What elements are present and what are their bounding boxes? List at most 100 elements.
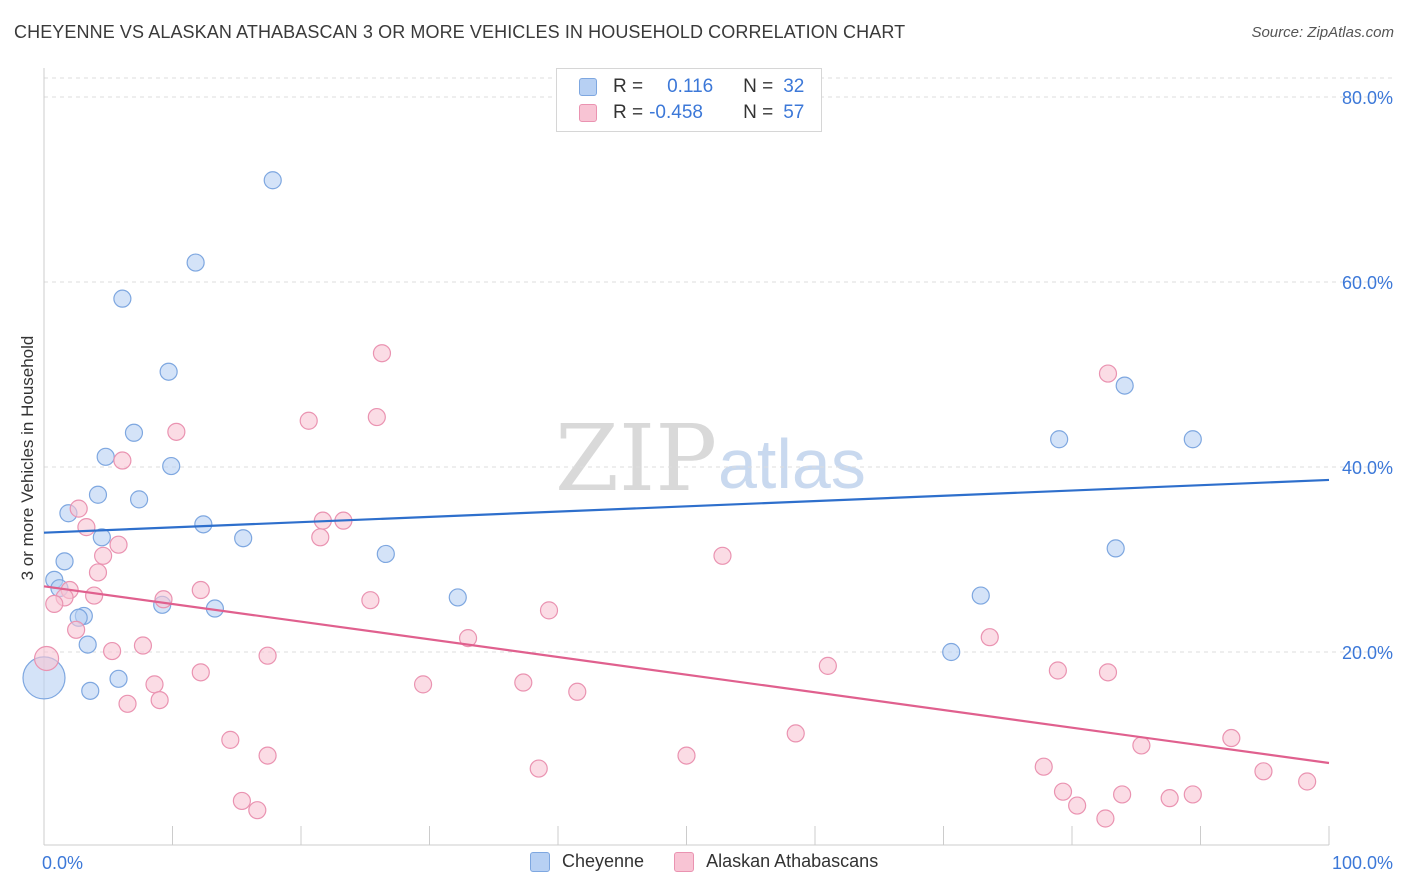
athabascan-point <box>1098 663 1118 682</box>
r-label: R = <box>613 102 644 123</box>
cheyenne-point <box>186 253 205 272</box>
athabascan-point <box>1160 789 1179 808</box>
athabascan-point <box>1096 809 1115 828</box>
cheyenne-point <box>159 362 178 381</box>
athabascan-point <box>154 590 173 609</box>
athabascan-trend-line <box>43 585 1330 765</box>
athabascan-point <box>1048 661 1067 680</box>
athabascan-point <box>1113 785 1132 804</box>
athabascan-point <box>103 641 122 661</box>
cheyenne-point <box>55 552 74 571</box>
stats-row-athabascan: R = -0.458 N = 57 <box>579 100 804 126</box>
x-tick-label: 0.0% <box>42 853 83 873</box>
cheyenne-trend-line <box>43 478 1330 534</box>
athabascan-point <box>1132 736 1151 755</box>
legend-label: Alaskan Athabascans <box>706 851 879 871</box>
series-legend: Cheyenne Alaskan Athabascans <box>530 851 908 872</box>
cheyenne-point <box>88 485 108 504</box>
y-tick-label: 20.0% <box>1342 643 1393 663</box>
cheyenne-point <box>81 681 100 700</box>
athabascan-point <box>113 451 132 470</box>
athabascan-point <box>191 663 210 682</box>
cheyenne-point <box>92 528 111 547</box>
cheyenne-point <box>1183 430 1202 449</box>
athabascan-point <box>568 682 587 701</box>
athabascan-point <box>258 646 277 665</box>
athabascan-point <box>94 546 113 565</box>
athabascan-point <box>1053 782 1073 801</box>
cheyenne-point <box>263 171 282 190</box>
athabascan-point <box>367 407 386 427</box>
cheyenne-point <box>96 447 115 466</box>
axes <box>43 68 1330 846</box>
athabascan-point <box>1068 796 1087 815</box>
athabascan-point <box>258 746 277 765</box>
athabascan-point <box>33 645 60 672</box>
y-axis-label: 3 or more Vehicles in Household <box>18 335 37 581</box>
r-label: R = <box>613 76 644 97</box>
athabascan-point <box>45 594 64 614</box>
cheyenne-swatch <box>579 78 597 96</box>
athabascan-point <box>514 673 533 692</box>
athabascan-point <box>539 601 559 620</box>
legend-item-athabascan[interactable]: Alaskan Athabascans <box>674 851 878 872</box>
cheyenne-point <box>1106 539 1125 558</box>
r-value: 0.116 <box>667 76 714 97</box>
athabascan-point <box>361 591 380 610</box>
athabascan-point <box>167 422 186 441</box>
cheyenne-swatch <box>530 851 550 872</box>
cheyenne-point <box>234 529 253 548</box>
cheyenne-point <box>194 515 213 534</box>
athabascan-point <box>818 656 837 675</box>
source-label: Source: ZipAtlas.com <box>1251 24 1394 41</box>
cheyenne-point <box>1115 376 1134 395</box>
athabascan-point <box>1298 772 1317 791</box>
n-label: N = <box>743 102 774 123</box>
stats-row-cheyenne: R = 0.116 N = 32 <box>579 74 804 100</box>
cheyenne-point <box>162 456 181 476</box>
legend-label: Cheyenne <box>562 851 645 871</box>
athabascan-point <box>413 675 433 694</box>
athabascan-point <box>150 690 169 710</box>
cheyenne-point <box>971 586 990 605</box>
athabascan-point <box>248 801 267 820</box>
athabascan-point <box>980 628 999 647</box>
cheyenne-point <box>113 289 132 308</box>
athabascan-point <box>145 675 164 694</box>
n-value: 32 <box>783 76 805 97</box>
athabascan-point <box>1098 364 1118 383</box>
legend-item-cheyenne[interactable]: Cheyenne <box>530 851 644 872</box>
athabascan-point <box>69 499 88 518</box>
cheyenne-point <box>1050 430 1069 449</box>
y-tick-label: 80.0% <box>1342 88 1393 108</box>
y-tick-label: 60.0% <box>1342 273 1393 293</box>
watermark-atlas: atlas <box>718 425 866 503</box>
athabascan-point <box>529 759 548 778</box>
athabascan-point <box>85 586 104 605</box>
watermark-zip: ZIP <box>555 405 717 512</box>
athabascan-point <box>221 730 240 749</box>
athabascan-point <box>1183 785 1202 804</box>
athabascan-point <box>232 791 251 811</box>
athabascan-point <box>118 694 137 713</box>
cheyenne-point <box>129 490 149 509</box>
athabascan-point <box>109 535 128 554</box>
athabascan-swatch <box>674 851 695 872</box>
n-value: 57 <box>783 102 805 123</box>
athabascan-point <box>67 620 86 639</box>
athabascan-point <box>133 636 153 655</box>
cheyenne-point <box>376 544 395 564</box>
x-tick-label: 100.0% <box>1332 853 1393 873</box>
athabascan-point <box>88 563 108 582</box>
cheyenne-point <box>124 423 144 442</box>
cheyenne-point <box>109 669 128 688</box>
athabascan-point <box>191 580 210 600</box>
athabascan-point <box>1254 762 1273 781</box>
cheyenne-point <box>942 642 961 662</box>
athabascan-swatch <box>579 104 597 122</box>
athabascan-point <box>1222 728 1241 748</box>
athabascan-point <box>677 746 696 765</box>
athabascan-point <box>372 344 392 363</box>
trend-lines <box>43 478 1330 765</box>
